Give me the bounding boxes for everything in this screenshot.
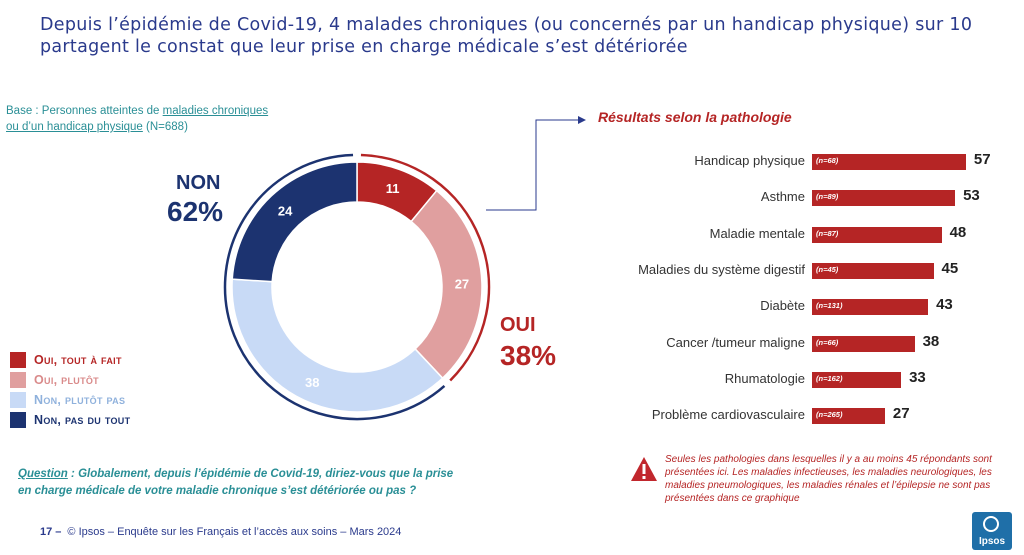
bar-category-label: Asthme xyxy=(760,189,805,205)
ipsos-logo: Ipsos xyxy=(972,512,1012,550)
non-label: NON xyxy=(176,172,221,194)
donut-slice-label: 38 xyxy=(305,375,319,390)
bar-row: Handicap physique (n=68) 57 xyxy=(560,150,1000,174)
donut-legend: Oui, tout à fait Oui, plutôt Non, plutôt p… xyxy=(10,350,130,430)
question-text: Question : Globalement, depuis l’épidémi… xyxy=(18,466,468,500)
non-group-arc xyxy=(223,153,446,421)
legend-label: Non, plutôt pas xyxy=(34,393,126,407)
bar-value-label: 48 xyxy=(949,223,967,241)
base-suffix: (N=688) xyxy=(142,121,188,133)
bar-sample-size: (n=66) xyxy=(816,337,839,347)
bar-row: Rhumatologie (n=162) 33 xyxy=(560,368,1000,392)
bar-sample-size: (n=131) xyxy=(816,301,843,311)
bar-sample-size: (n=265) xyxy=(816,410,843,420)
bar xyxy=(812,371,902,388)
legend-swatch xyxy=(10,372,26,388)
bar-row: Diabète (n=131) 43 xyxy=(560,295,1000,319)
bar xyxy=(812,335,915,352)
page-number: 17 – xyxy=(40,526,62,538)
bar-category-label: Problème cardiovasculaire xyxy=(651,407,805,423)
legend-swatch xyxy=(10,392,26,408)
bar-category-label: Maladie mentale xyxy=(709,225,805,241)
legend-label: Oui, tout à fait xyxy=(34,353,122,367)
legend-label: Oui, plutôt xyxy=(34,373,99,387)
connector-arrow xyxy=(486,116,586,211)
bar xyxy=(812,190,956,207)
bar-row: Maladies du système digestif (n=45) 45 xyxy=(560,259,1000,283)
warning-icon xyxy=(631,457,657,481)
pathology-bar-chart: Handicap physique (n=68) 57 Asthme (n=89) 53 M… xyxy=(560,150,1000,430)
bar-category-label: Handicap physique xyxy=(694,153,805,168)
bar-value-label: 27 xyxy=(892,405,910,423)
bar xyxy=(812,408,885,425)
bar-category-label: Diabète xyxy=(760,298,805,314)
page-title: Depuis l’épidémie de Covid-19, 4 malades… xyxy=(40,15,973,57)
bar-value-label: 38 xyxy=(922,332,940,350)
base-prefix: Base : Personnes atteintes de xyxy=(6,105,163,117)
bar-value-label: 57 xyxy=(973,151,991,168)
question-label: Question xyxy=(18,468,68,480)
bar-category-label: Cancer /tumeur maligne xyxy=(666,334,805,350)
base-link-handicap[interactable]: ou d’un handicap physique xyxy=(6,121,143,133)
oui-percentage: 38% xyxy=(500,340,557,371)
results-title: Résultats selon la pathologie xyxy=(598,109,792,125)
bar-value-label: 53 xyxy=(963,187,980,205)
bar-sample-size: (n=68) xyxy=(816,156,839,165)
base-note: Base : Personnes atteintes de maladies c… xyxy=(6,103,268,135)
oui-group-arc xyxy=(360,153,491,382)
donut-chart: 11 27 38 24 xyxy=(223,153,491,421)
bar-row: Problème cardiovasculaire (n=265) 27 xyxy=(560,404,1000,428)
bar-value-label: 45 xyxy=(941,259,959,277)
bar-sample-size: (n=45) xyxy=(816,264,839,274)
bar xyxy=(812,299,929,316)
legend-swatch xyxy=(10,352,26,368)
bar-row: Cancer /tumeur maligne (n=66) 38 xyxy=(560,332,1000,356)
legend-item: Oui, tout à fait xyxy=(10,350,130,370)
legend-item: Non, plutôt pas xyxy=(10,390,130,410)
bar-sample-size: (n=162) xyxy=(816,373,843,383)
bar-row: Asthme (n=89) 53 xyxy=(560,186,1000,210)
question-body: : Globalement, depuis l’épidémie de Covi… xyxy=(18,468,454,497)
bar xyxy=(812,226,942,243)
legend-label: Non, pas du tout xyxy=(34,413,131,427)
non-percentage: 62% xyxy=(167,196,224,227)
legend-item: Oui, plutôt xyxy=(10,370,130,390)
bar xyxy=(812,262,934,279)
legend-swatch xyxy=(10,412,26,428)
donut-slice xyxy=(231,161,358,283)
bar-category-label: Maladies du système digestif xyxy=(638,261,805,277)
bar-sample-size: (n=89) xyxy=(816,192,839,202)
footer-text: © Ipsos – Enquête sur les Français et l’… xyxy=(67,526,402,538)
oui-label: OUI xyxy=(500,314,536,336)
bar-value-label: 43 xyxy=(936,296,953,314)
donut-slice xyxy=(231,278,444,413)
donut-slice-label: 11 xyxy=(386,181,400,196)
bar-category-label: Rhumatologie xyxy=(724,370,805,386)
bar-value-label: 33 xyxy=(909,368,926,386)
warning-note: Seules les pathologies dans lesquelles i… xyxy=(665,454,992,504)
ipsos-logo-mark xyxy=(983,516,999,532)
bar-row: Maladie mentale (n=87) 48 xyxy=(560,223,1000,247)
bar xyxy=(812,154,966,170)
donut-slice-label: 24 xyxy=(278,203,293,218)
bar-sample-size: (n=87) xyxy=(816,228,839,238)
legend-item: Non, pas du tout xyxy=(10,410,130,430)
base-link-chronic[interactable]: maladies chroniques xyxy=(162,105,269,117)
footer: 17 – © Ipsos – Enquête sur les Français e… xyxy=(40,526,401,538)
ipsos-logo-text: Ipsos xyxy=(978,536,1006,547)
donut-slice-label: 27 xyxy=(455,277,469,292)
